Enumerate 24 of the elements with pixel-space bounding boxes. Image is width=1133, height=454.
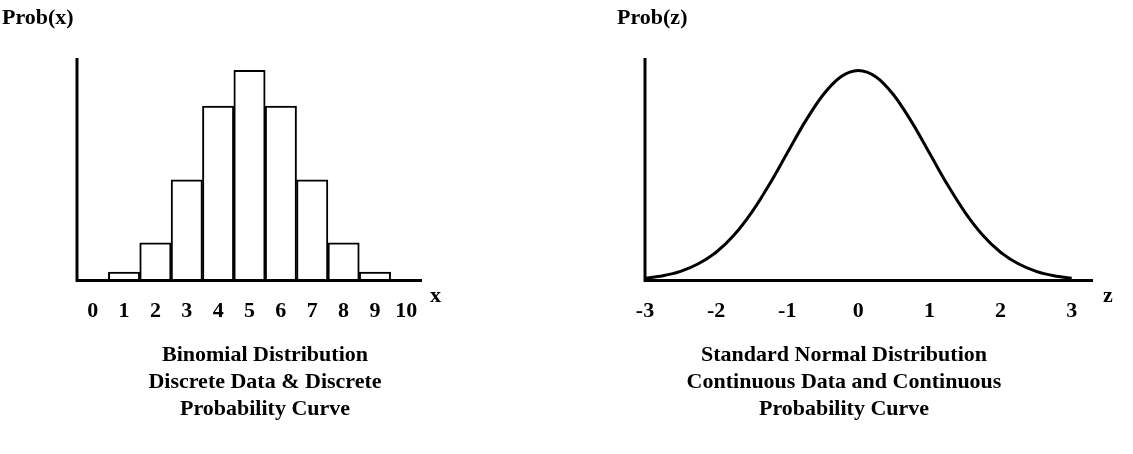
text: Binomial Distribution Discrete Data & Discrete Probability Curve bbox=[147, 340, 383, 421]
y-axis-title: Prob(x) bbox=[2, 4, 74, 30]
x-axis-title: z bbox=[1103, 282, 1113, 308]
x-tick-label: 2 bbox=[149, 297, 161, 323]
x-tick-label: 8 bbox=[338, 297, 350, 323]
x-tick-label: 2 bbox=[995, 297, 1007, 323]
x-tick-label: 9 bbox=[369, 297, 381, 323]
x-tick-label: 0 bbox=[852, 297, 864, 323]
x-tick-label: 1 bbox=[118, 297, 130, 323]
x-tick-label: 3 bbox=[1066, 297, 1078, 323]
x-tick-label: 4 bbox=[212, 297, 224, 323]
x-tick-label: 7 bbox=[306, 297, 318, 323]
x-tick-label: 10 bbox=[395, 297, 418, 323]
x-tick-label: -3 bbox=[635, 297, 655, 323]
x-tick-label: 0 bbox=[87, 297, 99, 323]
x-tick-label: -2 bbox=[706, 297, 726, 323]
x-tick-label: 3 bbox=[181, 297, 193, 323]
y-axis-title: Prob(z) bbox=[617, 4, 688, 30]
x-tick-label: -1 bbox=[778, 297, 797, 323]
x-tick-label: 6 bbox=[275, 297, 287, 323]
x-tick-label: 5 bbox=[244, 297, 255, 323]
text: Standard Normal Distribution Continuous Data and Continuous Probability Curve bbox=[685, 340, 1003, 421]
x-tick-label: 1 bbox=[923, 297, 935, 323]
x-axis-title: x bbox=[430, 282, 441, 308]
